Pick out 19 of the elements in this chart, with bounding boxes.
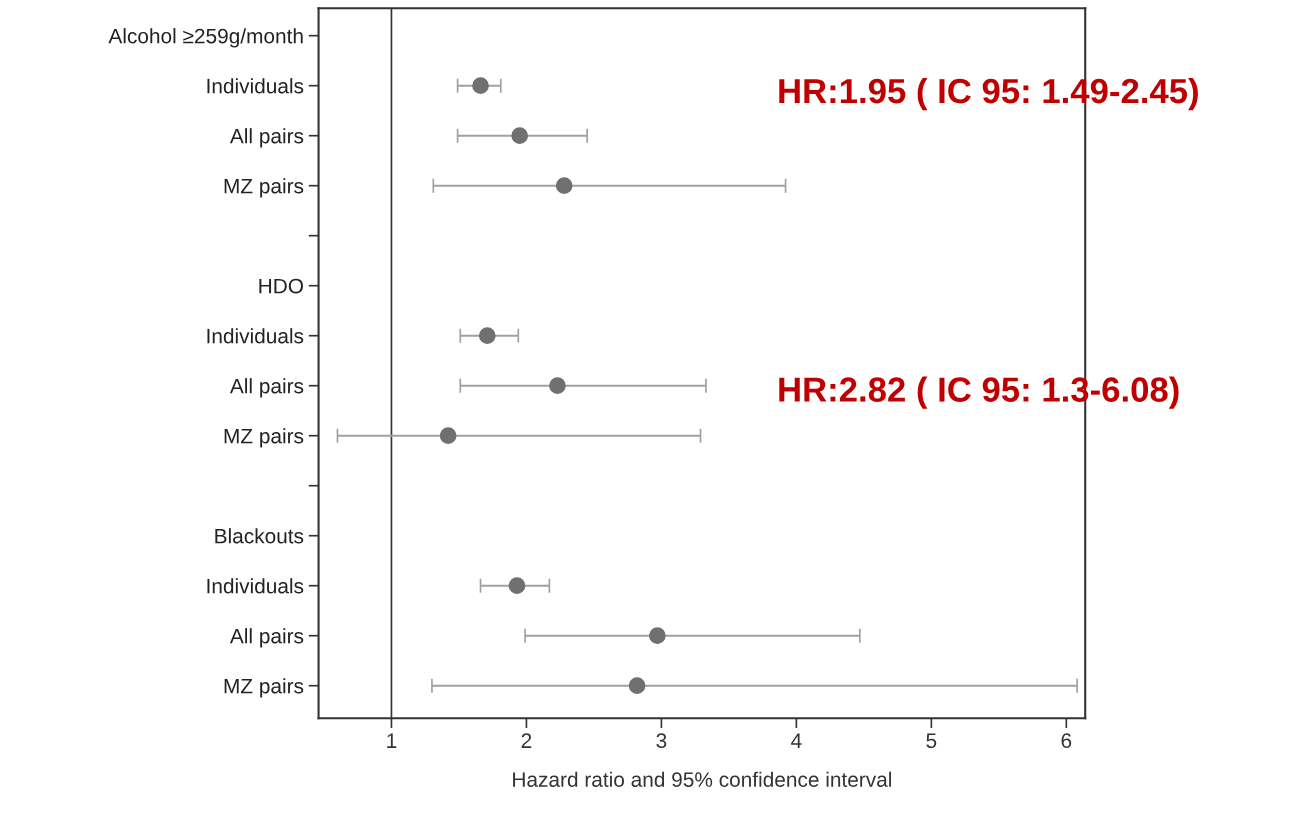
x-tick-label: 6 [1061,733,1072,749]
y-tick-label: Individuals [207,78,304,94]
y-tick-label: All pairs [229,128,304,148]
y-tick-label: HDO [259,278,303,294]
y-tick-label: Individuals [207,578,304,594]
x-tick-label: 5 [926,733,937,749]
x-tick-label: 3 [656,733,667,749]
y-tick-label: MZ pairs [224,678,304,698]
y-tick-label: Alcohol ≥259g/month [108,28,303,48]
y-tick-label: Blackouts [215,528,304,544]
y-tick-label: MZ pairs [224,178,304,198]
x-tick-label: 2 [521,733,532,748]
x-tick-label: 1 [387,733,397,748]
y-tick-label: All pairs [229,378,304,398]
x-tick-label: 4 [791,733,802,748]
x-axis-title: Hazard ratio and 95% confidence interval [513,771,892,787]
y-tick-label: Individuals [207,328,304,344]
y-tick-label: MZ pairs [224,428,304,448]
y-tick-label: All pairs [229,628,304,648]
